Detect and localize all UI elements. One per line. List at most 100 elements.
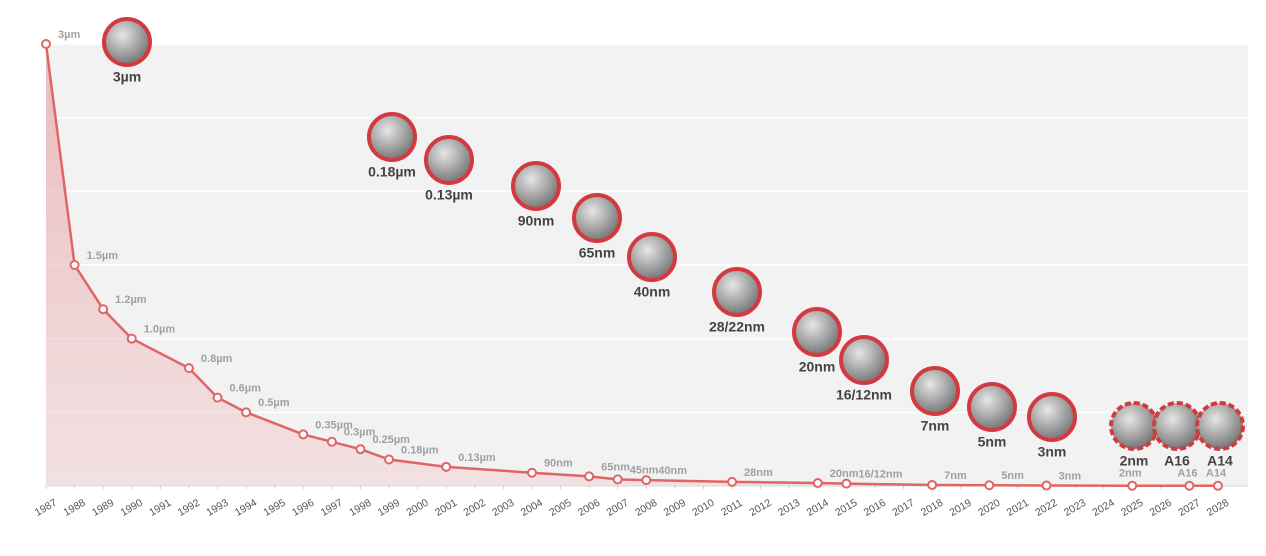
point xyxy=(584,471,595,482)
x-tick-label: 2004 xyxy=(519,497,545,519)
node-label: 16/12nm xyxy=(836,387,892,403)
node-image xyxy=(910,366,960,416)
value-label: 16/12nm xyxy=(858,469,902,481)
x-tick-label: 1990 xyxy=(119,497,145,519)
node-label: 90nm xyxy=(518,213,555,229)
node-image xyxy=(572,193,622,243)
point xyxy=(612,474,623,485)
x-tick-label: 1994 xyxy=(233,497,259,519)
value-label: 2nm xyxy=(1119,468,1142,480)
value-label: 0.5µm xyxy=(258,397,290,409)
x-tick-label: 2021 xyxy=(1005,497,1031,519)
point xyxy=(727,476,738,487)
node-image xyxy=(1027,392,1077,442)
point xyxy=(984,480,995,491)
node-image xyxy=(627,232,677,282)
node-label: 2nm xyxy=(1120,453,1149,469)
node-label: 20nm xyxy=(799,359,836,375)
point xyxy=(212,392,223,403)
x-tick-label: 2013 xyxy=(776,497,802,519)
node-label: 65nm xyxy=(579,245,616,261)
node-label: A16 xyxy=(1164,453,1190,469)
x-tick-label: 2018 xyxy=(919,497,945,519)
node-image xyxy=(102,17,152,67)
value-label: 90nm xyxy=(544,458,573,470)
x-tick-label: 2010 xyxy=(690,497,716,519)
point xyxy=(441,461,452,472)
x-tick-label: 2026 xyxy=(1148,497,1174,519)
node-label: 0.13µm xyxy=(425,187,473,203)
node-label: 0.18µm xyxy=(368,164,416,180)
value-label: 28nm xyxy=(744,467,773,479)
value-label: 7nm xyxy=(944,470,967,482)
x-tick-label: 2008 xyxy=(633,497,659,519)
node-label: 5nm xyxy=(978,434,1007,450)
x-tick-label: 2006 xyxy=(576,497,602,519)
node-image xyxy=(967,382,1017,432)
x-tick-label: 2024 xyxy=(1090,497,1116,519)
x-tick-label: 1987 xyxy=(33,497,59,519)
point xyxy=(641,475,652,486)
x-tick-label: 2011 xyxy=(719,497,745,519)
node-image xyxy=(1152,401,1202,451)
node-image xyxy=(839,335,889,385)
x-tick-label: 2023 xyxy=(1062,497,1088,519)
x-tick-label: 1997 xyxy=(319,497,345,519)
point xyxy=(98,304,109,315)
point xyxy=(326,436,337,447)
point xyxy=(126,333,137,344)
node-image xyxy=(424,135,474,185)
point xyxy=(927,479,938,490)
value-label: 40nm xyxy=(658,465,687,477)
node-image xyxy=(511,161,561,211)
x-tick-label: 2015 xyxy=(833,497,859,519)
x-tick-label: 2014 xyxy=(805,497,831,519)
value-label: 0.8µm xyxy=(201,353,233,365)
value-label: A14 xyxy=(1206,468,1227,480)
value-label: 1.2µm xyxy=(115,294,147,306)
value-label: 5nm xyxy=(1001,470,1024,482)
x-tick-label: 1988 xyxy=(61,497,87,519)
x-tick-label: 1993 xyxy=(204,497,230,519)
value-label: 0.6µm xyxy=(230,383,262,395)
point xyxy=(1041,480,1052,491)
node-image xyxy=(367,112,417,162)
node-image xyxy=(712,267,762,317)
value-label: A16 xyxy=(1177,468,1197,480)
point xyxy=(41,39,51,49)
x-tick-label: 2028 xyxy=(1205,497,1231,519)
value-label: 1.5µm xyxy=(87,250,119,262)
value-label: 0.3µm xyxy=(344,427,376,439)
value-label: 65nm xyxy=(601,461,630,473)
point xyxy=(384,454,395,465)
value-label: 0.25µm xyxy=(372,434,410,446)
value-label: 0.35µm xyxy=(315,419,353,431)
x-tick-label: 2009 xyxy=(662,497,688,519)
node-image xyxy=(1109,401,1159,451)
value-label: 3nm xyxy=(1058,470,1081,482)
x-tick-label: 1999 xyxy=(376,497,402,519)
x-tick-label: 1995 xyxy=(261,497,287,519)
value-label: 20nm xyxy=(830,468,859,480)
point xyxy=(526,467,537,478)
point xyxy=(812,478,823,489)
value-label: 45nm xyxy=(630,464,659,476)
x-tick-label: 2022 xyxy=(1033,497,1059,519)
x-tick-label: 2019 xyxy=(948,497,974,519)
node-image xyxy=(792,307,842,357)
x-tick-label: 2003 xyxy=(490,497,516,519)
x-tick-label: 2005 xyxy=(547,497,573,519)
point xyxy=(298,429,309,440)
x-tick-label: 2017 xyxy=(890,497,916,519)
x-tick-label: 2007 xyxy=(604,497,630,519)
node-label: 7nm xyxy=(921,418,950,434)
node-label: A14 xyxy=(1207,453,1233,469)
x-tick-label: 2012 xyxy=(747,497,773,519)
x-tick-label: 2025 xyxy=(1119,497,1145,519)
node-label: 28/22nm xyxy=(709,319,765,335)
value-label: 0.13µm xyxy=(458,452,496,464)
point xyxy=(1127,480,1138,491)
node-label: 40nm xyxy=(634,284,671,300)
